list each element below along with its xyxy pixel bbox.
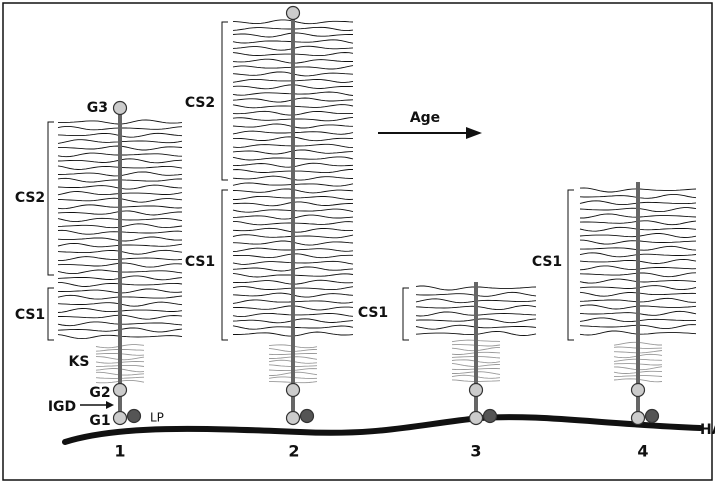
- cs2-label: CS2: [185, 95, 215, 111]
- bracket: [47, 287, 54, 341]
- domain: [299, 408, 315, 424]
- bracket: [221, 21, 228, 181]
- age-label: Age: [410, 110, 440, 126]
- cs2-label: CS2: [15, 190, 45, 206]
- arrow-head: [466, 127, 482, 139]
- domain: [644, 408, 660, 424]
- molecule-number: 4: [637, 442, 648, 461]
- domain: [630, 410, 646, 426]
- domain: [468, 382, 484, 398]
- domain: [112, 410, 128, 426]
- domain: [112, 100, 128, 116]
- domain: [285, 410, 301, 426]
- domain: [630, 382, 646, 398]
- domain: [468, 410, 484, 426]
- domain: [126, 408, 142, 424]
- bracket: [402, 287, 409, 341]
- igd-label: IGD: [48, 399, 76, 415]
- g1-label: G1: [89, 413, 110, 429]
- g3-label: G3: [87, 100, 108, 116]
- g2-label: G2: [89, 385, 110, 401]
- lp-label: LP: [150, 411, 164, 425]
- arrow-head: [106, 401, 114, 409]
- bracket: [567, 189, 574, 341]
- molecule-number: 1: [114, 442, 125, 461]
- domain: [285, 5, 301, 21]
- molecule-number: 3: [470, 442, 481, 461]
- domain: [482, 408, 498, 424]
- cs1-label: CS1: [532, 254, 562, 270]
- cs1-label: CS1: [185, 254, 215, 270]
- molecule-number: 2: [288, 442, 299, 461]
- ha-backbone: [62, 414, 703, 445]
- bracket: [221, 189, 228, 341]
- ha-label: HA: [700, 422, 715, 438]
- cs1-label: CS1: [358, 305, 388, 321]
- bracket: [47, 121, 54, 276]
- domain: [285, 382, 301, 398]
- domain: [112, 382, 128, 398]
- ks-label: KS: [69, 354, 90, 370]
- cs1-label: CS1: [15, 307, 45, 323]
